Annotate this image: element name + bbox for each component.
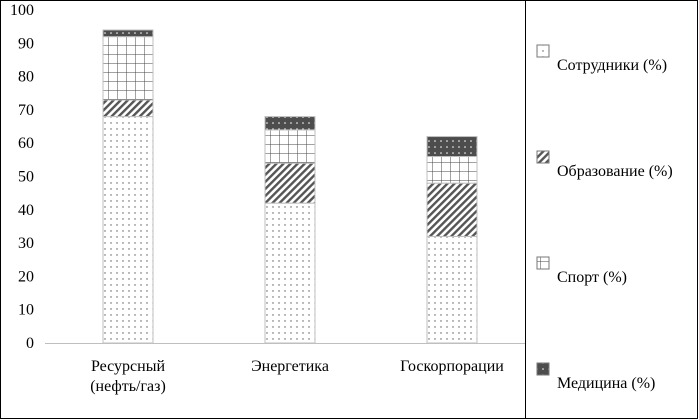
bar-segment <box>426 136 478 158</box>
legend-label: Спорт (%) <box>557 269 627 286</box>
bar-segment <box>264 162 316 204</box>
bar-segment <box>426 156 478 184</box>
legend-swatch <box>536 256 550 270</box>
bar-segment <box>102 99 154 118</box>
bar-segment <box>264 129 316 164</box>
x-category-label: Госкорпорации <box>400 358 504 375</box>
y-tick-label: 70 <box>18 102 34 119</box>
bar-segment <box>264 202 316 344</box>
y-tick-label: 0 <box>26 335 34 352</box>
y-tick-label: 80 <box>18 69 34 86</box>
bar-segment <box>426 235 478 344</box>
y-tick-label: 40 <box>18 202 34 219</box>
y-tick-label: 20 <box>18 268 34 285</box>
x-category-label: Ресурсный <box>91 358 165 375</box>
legend-swatch <box>536 150 550 164</box>
y-tick-label: 90 <box>18 35 34 52</box>
y-tick-label: 30 <box>18 235 34 252</box>
y-tick-label: 10 <box>18 302 34 319</box>
legend-label: Медицина (%) <box>557 375 655 392</box>
bar-segment <box>264 116 316 131</box>
bar-segment <box>102 29 154 38</box>
bar-segment <box>102 116 154 344</box>
x-category-label: Энергетика <box>251 358 329 375</box>
bar-segment <box>426 182 478 237</box>
legend-label: Образование (%) <box>557 163 673 180</box>
bar-segment <box>102 36 154 101</box>
x-axis: Ресурсный (нефть/газ) Энергетика Госкорпора… <box>45 343 525 395</box>
x-category-label: (нефть/газ) <box>90 378 166 395</box>
legend-swatch <box>536 44 550 58</box>
y-tick-label: 60 <box>18 135 34 152</box>
y-axis: 0 10 20 30 40 50 60 70 80 90 100 <box>10 2 34 352</box>
legend-label: Сотрудники (%) <box>557 57 667 74</box>
legend: Сотрудники (%) Образование (%) Спорт (%) Ме… <box>536 44 673 392</box>
bars <box>102 29 478 344</box>
legend-swatch <box>536 362 550 376</box>
y-tick-label: 50 <box>18 169 34 186</box>
y-tick-label: 100 <box>10 2 34 19</box>
